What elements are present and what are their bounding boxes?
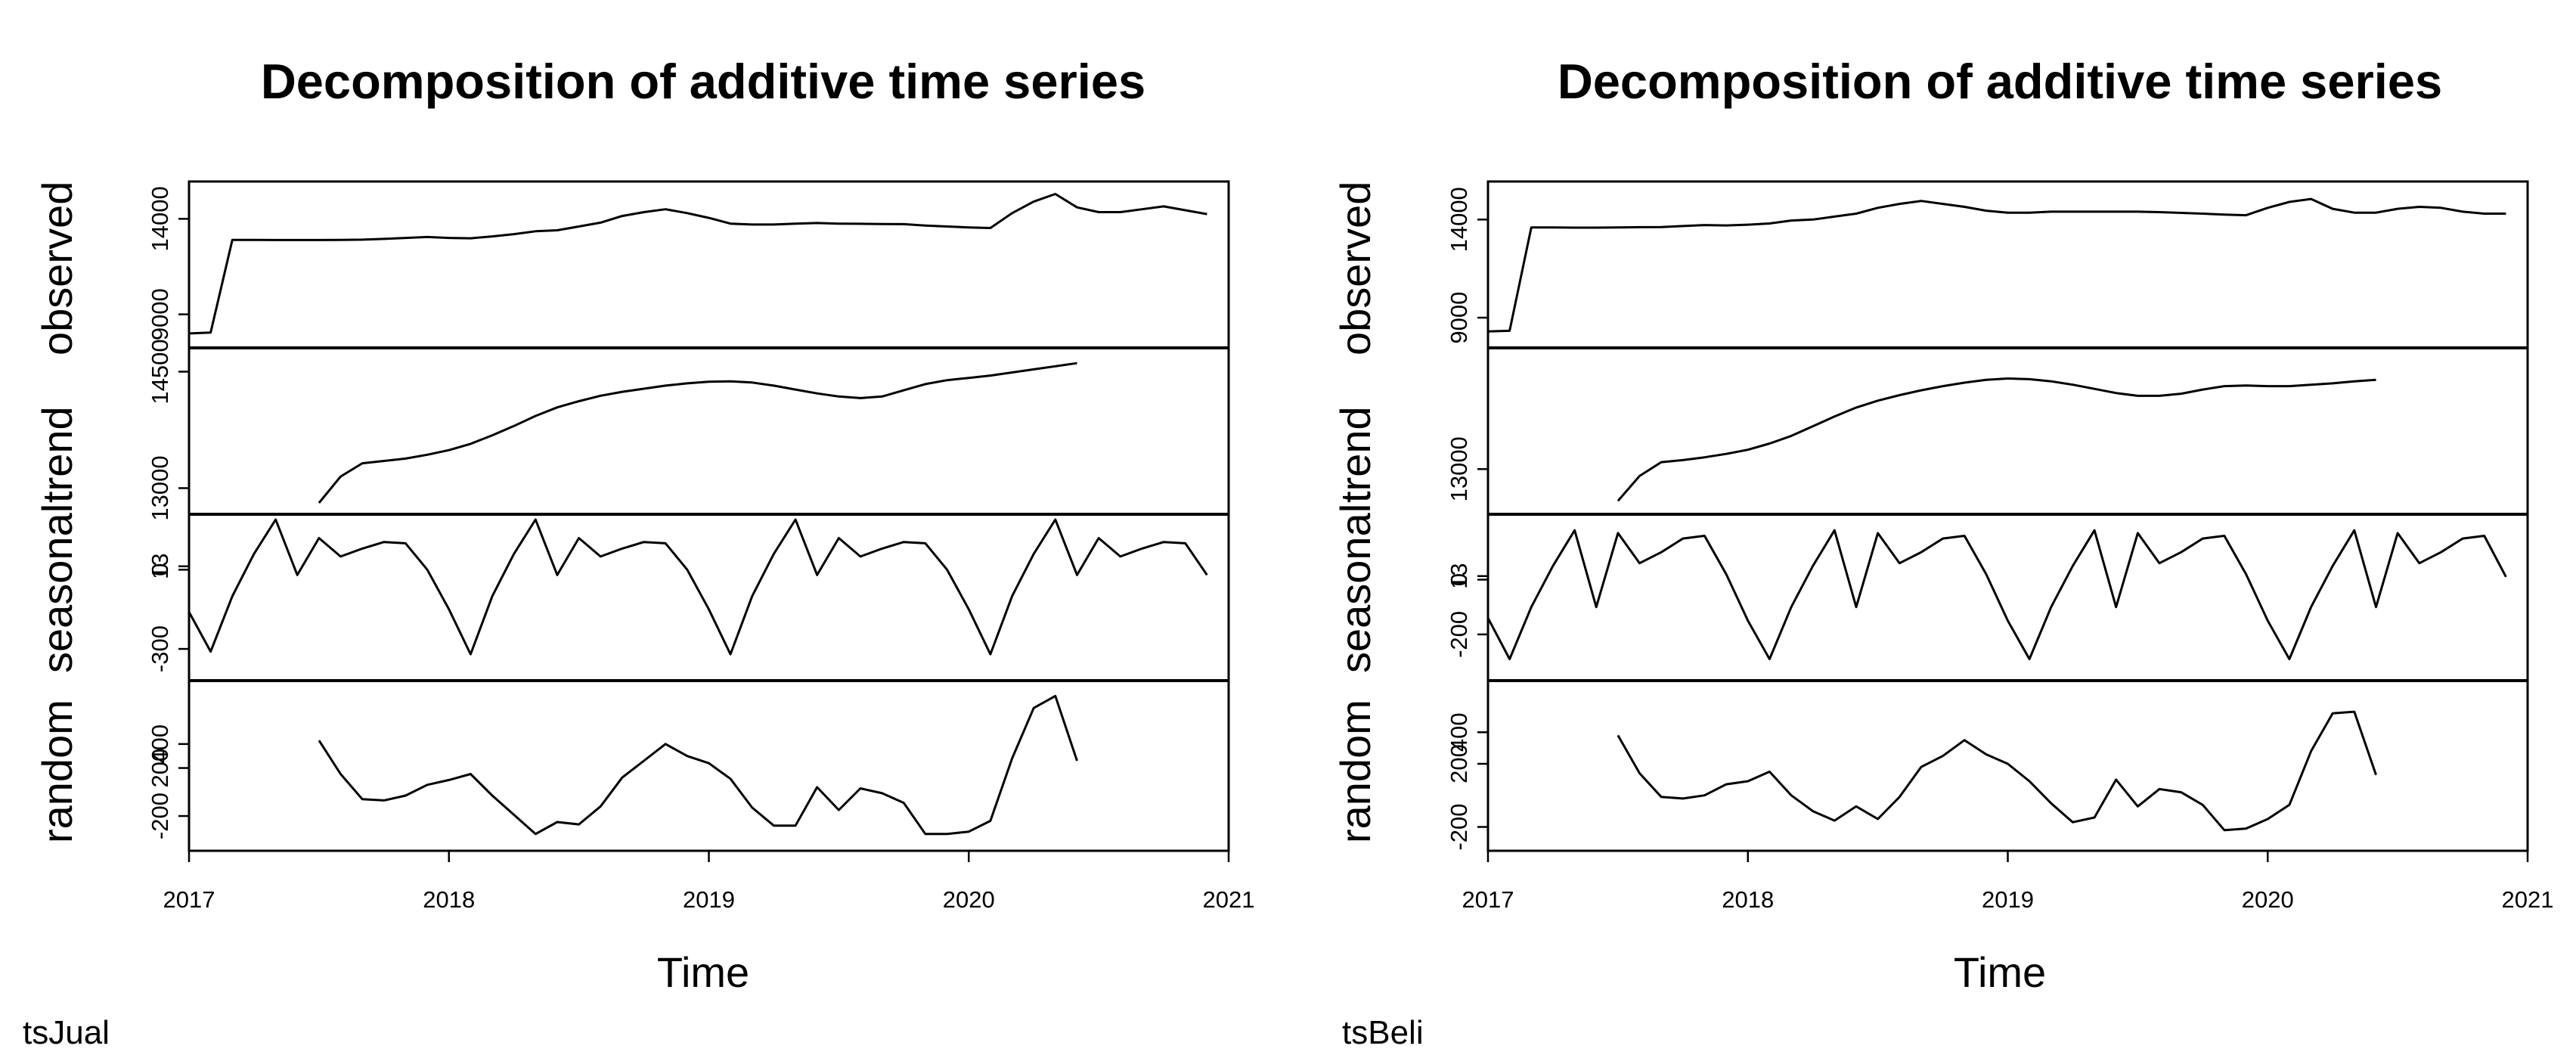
- y-tick-label: 400: [1446, 712, 1472, 752]
- series-line-seasonal: [1486, 529, 2507, 660]
- y-tick-label: 200: [147, 749, 173, 788]
- y-tick-label: 14500: [147, 339, 173, 404]
- y-tick-label: 9000: [1446, 292, 1472, 344]
- x-tick-label: 2019: [683, 886, 735, 913]
- x-axis-label: Time: [1954, 948, 2046, 996]
- plot-area: [1486, 180, 2529, 852]
- y-tick-label: 200: [1446, 744, 1472, 783]
- y-label-random: random: [33, 700, 81, 843]
- x-tick-label: 2017: [163, 886, 215, 913]
- y-label-trend: trend: [1331, 406, 1379, 503]
- plot-frame: [1486, 180, 2529, 852]
- y-label-seasonal: seasonal: [33, 504, 81, 673]
- y-tick-label: 13: [147, 554, 173, 579]
- series-line-observed: [188, 193, 1207, 335]
- y-tick-label: 0: [147, 563, 173, 576]
- series-line-trend: [1617, 377, 2376, 502]
- chart-title: Decomposition of additive time series: [261, 54, 1145, 109]
- series-line-trend: [318, 361, 1077, 504]
- y-tick-label: 13000: [1446, 436, 1472, 501]
- y-panel-labels: random seasonal trend observed: [1331, 182, 1379, 843]
- y-label-seasonal: seasonal: [1331, 504, 1379, 673]
- x-tick-label: 2020: [2242, 886, 2294, 913]
- x-tick-label: 2021: [2502, 886, 2554, 913]
- chart-title: Decomposition of additive time series: [1558, 54, 2442, 109]
- x-axis-label: Time: [657, 948, 749, 996]
- series-line-random: [318, 694, 1078, 836]
- y-label-observed: observed: [1331, 182, 1379, 355]
- y-tick-label: -200: [1446, 611, 1472, 658]
- y-tick-label: 14000: [147, 186, 173, 251]
- caption-label: tsBeli: [1342, 1014, 1424, 1051]
- y-tick-label: -200: [1446, 803, 1472, 850]
- series-line-observed: [1487, 197, 2506, 333]
- y-tick-label: -300: [147, 625, 173, 672]
- x-tick-label: 2018: [1722, 886, 1774, 913]
- x-tick-label: 2019: [1982, 886, 2034, 913]
- y-label-random: random: [1331, 700, 1379, 843]
- chart-right: Decomposition of additive time series ra…: [1331, 54, 2529, 1051]
- y-tick-label: 0: [1446, 573, 1472, 586]
- y-panel-labels: random seasonal trend observed: [33, 182, 81, 843]
- x-tick-label: 2018: [423, 886, 475, 913]
- x-tick-label: 2021: [1203, 886, 1255, 913]
- x-tick-label: 2017: [1462, 886, 1514, 913]
- x-tick-label: 2020: [943, 886, 995, 913]
- y-tick-label: -200: [147, 793, 173, 839]
- y-tick-label: 400: [147, 724, 173, 764]
- series-line-seasonal: [188, 518, 1208, 656]
- y-tick-label: 13000: [147, 455, 173, 520]
- caption-label: tsJual: [23, 1014, 110, 1051]
- series-line-random: [1617, 710, 2377, 832]
- y-tick-label: 14000: [1446, 187, 1472, 252]
- y-label-observed: observed: [33, 182, 81, 355]
- chart-left: Decomposition of additive time series ra…: [23, 54, 1230, 1051]
- y-tick-label: 13: [1446, 563, 1472, 588]
- y-tick-label: 9000: [147, 288, 173, 340]
- y-label-trend: trend: [33, 406, 81, 503]
